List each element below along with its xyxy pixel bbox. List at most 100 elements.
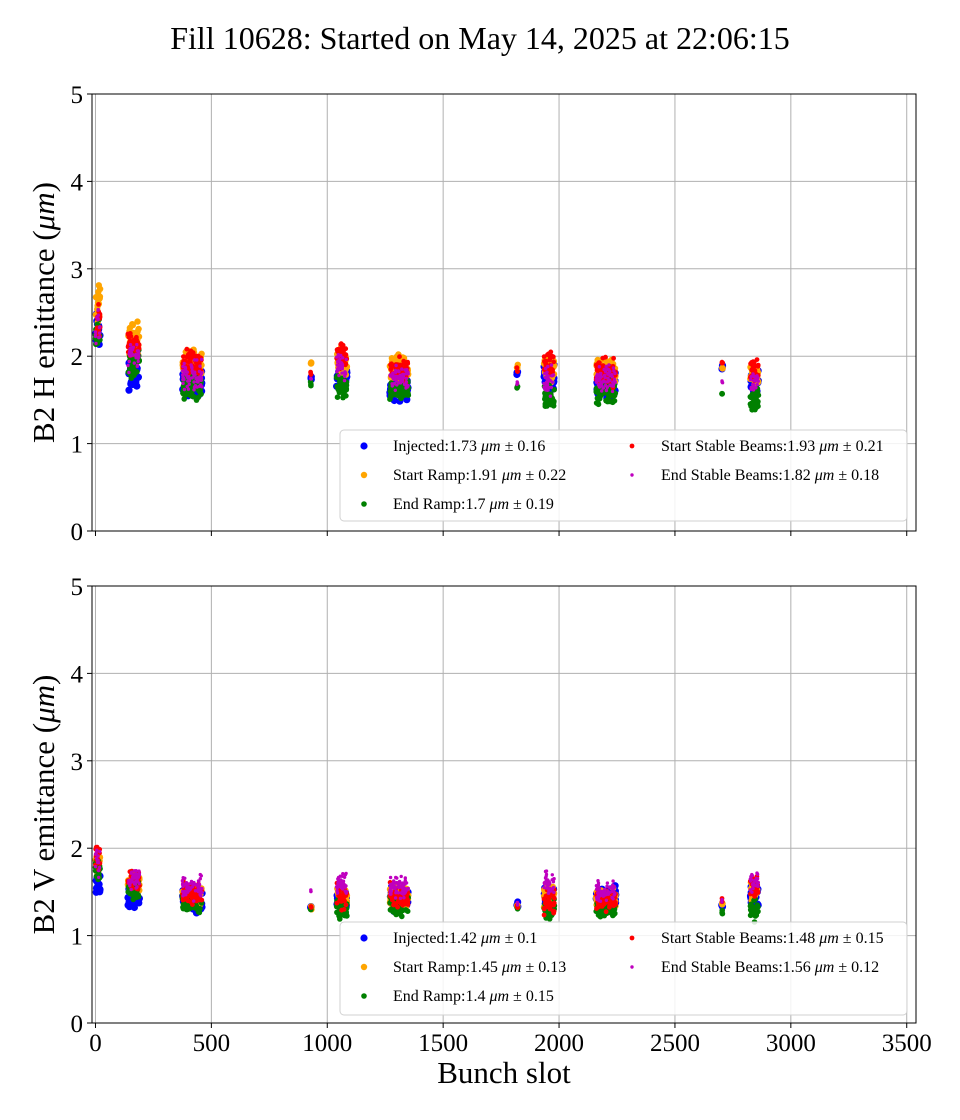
data-point xyxy=(127,331,133,336)
data-point xyxy=(397,899,403,904)
data-point xyxy=(343,902,349,908)
data-point xyxy=(198,892,202,897)
data-point xyxy=(541,912,547,918)
data-point xyxy=(515,900,520,905)
data-point xyxy=(551,895,557,901)
data-point xyxy=(391,902,396,908)
data-point xyxy=(133,382,141,390)
data-point xyxy=(543,869,548,874)
data-point xyxy=(96,318,100,322)
data-point xyxy=(195,358,199,362)
data-point xyxy=(747,401,754,407)
data-point xyxy=(388,373,393,378)
legend-entry: Injected:1.73 μm ± 0.16 xyxy=(393,438,545,455)
data-point xyxy=(95,848,99,852)
data-point xyxy=(125,903,134,911)
data-point xyxy=(132,361,136,365)
data-point xyxy=(391,375,395,380)
x-tick-label: 2000 xyxy=(534,1030,584,1057)
data-point xyxy=(549,363,554,367)
data-point xyxy=(747,903,754,909)
data-point xyxy=(182,361,186,366)
series-end-stable-beams xyxy=(93,307,760,398)
data-point xyxy=(546,891,551,895)
data-point xyxy=(338,381,345,388)
data-point xyxy=(544,874,548,879)
data-point xyxy=(96,888,104,896)
data-point xyxy=(309,377,313,381)
data-point xyxy=(751,385,755,389)
data-point xyxy=(597,365,601,369)
x-axis-label: Bunch slot xyxy=(437,1055,571,1090)
data-point xyxy=(546,374,550,378)
y-tick-label: 4 xyxy=(71,169,84,196)
series-end-stable-beams xyxy=(93,848,760,907)
data-point xyxy=(339,878,343,882)
data-point xyxy=(180,879,185,883)
data-point xyxy=(129,887,133,892)
data-point xyxy=(134,879,138,883)
data-point xyxy=(125,889,131,895)
data-point xyxy=(184,369,188,373)
data-point xyxy=(596,383,601,387)
data-point xyxy=(603,358,611,365)
data-point xyxy=(599,375,603,379)
data-point xyxy=(341,907,347,912)
data-point xyxy=(719,390,725,397)
data-point xyxy=(404,386,408,390)
legend-marker xyxy=(360,471,368,479)
legend-entry: Start Stable Beams:1.48 μm ± 0.15 xyxy=(661,930,884,947)
data-point xyxy=(182,387,187,392)
data-point xyxy=(308,372,314,377)
data-point xyxy=(598,891,603,895)
plot-frame xyxy=(91,93,917,532)
y-tick-label: 0 xyxy=(71,519,84,546)
data-point xyxy=(192,380,196,384)
data-point xyxy=(129,350,134,355)
data-point xyxy=(193,889,198,893)
data-point xyxy=(551,885,556,890)
x-tick-label: 500 xyxy=(193,1030,231,1057)
data-point xyxy=(610,895,614,900)
data-point xyxy=(192,374,196,378)
data-point xyxy=(600,363,606,368)
x-tick-label: 1500 xyxy=(418,1030,468,1057)
y-axis-label: B2 H emittance (μm) xyxy=(26,182,61,443)
data-point xyxy=(751,886,755,890)
data-point xyxy=(340,874,344,878)
data-point xyxy=(196,889,200,893)
data-point xyxy=(187,379,192,383)
data-point xyxy=(596,888,600,892)
data-point xyxy=(604,898,609,902)
data-point xyxy=(134,318,141,325)
legend-marker xyxy=(360,442,368,450)
data-point xyxy=(395,904,400,910)
data-point xyxy=(403,878,407,883)
data-point xyxy=(197,883,202,887)
legend-box xyxy=(339,921,908,1016)
data-point xyxy=(394,374,399,378)
y-tick-label: 2 xyxy=(71,344,84,371)
data-point xyxy=(754,876,758,880)
data-point xyxy=(749,378,753,382)
legend-entry: Injected:1.42 μm ± 0.1 xyxy=(393,930,537,947)
data-point xyxy=(344,357,348,362)
data-point xyxy=(594,367,600,373)
data-point xyxy=(130,896,136,903)
x-tick-label: 1000 xyxy=(302,1030,352,1057)
data-point xyxy=(611,384,615,388)
data-point xyxy=(552,877,556,881)
data-point xyxy=(339,388,346,394)
data-point xyxy=(551,373,555,378)
data-point xyxy=(393,388,397,392)
data-point xyxy=(133,882,137,886)
data-point xyxy=(515,903,520,907)
data-point xyxy=(335,370,339,374)
data-point xyxy=(602,379,606,383)
data-point xyxy=(308,904,314,909)
legend-entry: End Ramp:1.7 μm ± 0.19 xyxy=(393,496,554,513)
data-point xyxy=(343,370,347,374)
data-point xyxy=(608,373,612,378)
data-point xyxy=(754,386,758,390)
data-point xyxy=(609,399,616,406)
